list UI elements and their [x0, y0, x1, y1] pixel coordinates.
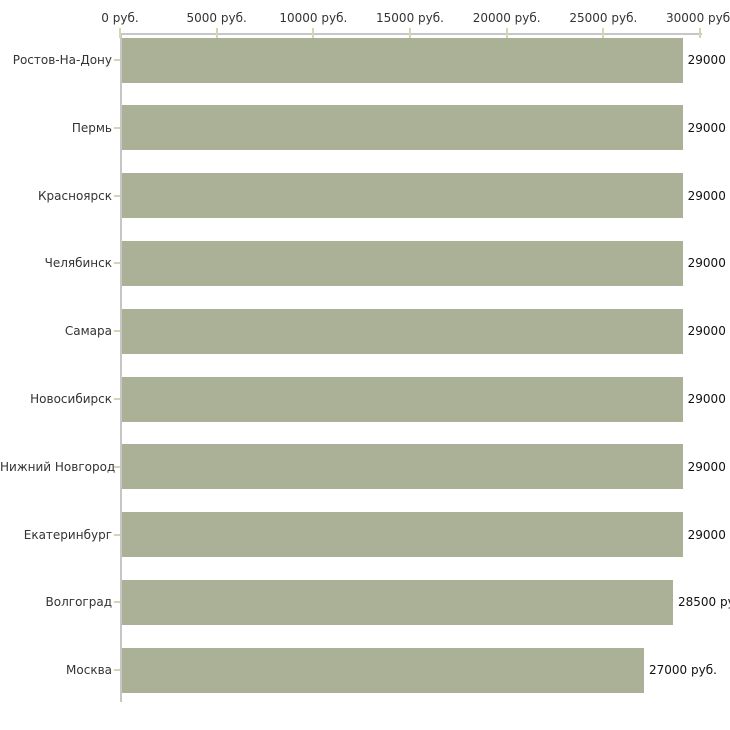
category-label: Самара	[64, 324, 112, 339]
y-tick-mark	[114, 669, 120, 672]
bar	[122, 37, 683, 83]
bar	[122, 444, 683, 490]
category-label: Пермь	[71, 120, 112, 135]
y-tick-mark	[114, 59, 120, 61]
bar	[122, 173, 683, 219]
x-tick-label: 20000 руб.	[472, 11, 541, 25]
value-label: 29000 руб.	[687, 53, 730, 67]
value-label: 27000 руб.	[649, 663, 717, 678]
y-tick-mark	[114, 533, 120, 536]
x-tick-mark	[505, 28, 508, 38]
value-label: 28500 руб.	[678, 595, 730, 610]
bar	[122, 512, 683, 558]
x-tick-mark	[215, 28, 218, 38]
value-label: 29000 руб.	[687, 120, 730, 135]
bar	[122, 308, 683, 354]
category-label: Екатеринбург	[23, 527, 112, 542]
category-label: Ростов-На-Дону	[12, 53, 112, 67]
value-label: 29000 руб.	[687, 324, 730, 339]
value-label: 29000 руб.	[687, 188, 730, 203]
x-tick-mark	[312, 28, 315, 38]
value-label: 29000 руб.	[687, 459, 730, 474]
bar	[122, 579, 673, 625]
x-tick-mark	[699, 28, 701, 38]
x-tick-label: 25000 руб.	[569, 11, 638, 25]
y-tick-mark	[114, 465, 120, 468]
bar	[122, 240, 683, 286]
x-tick-label: 5000 руб.	[186, 11, 247, 25]
y-tick-mark	[114, 262, 120, 265]
value-label: 29000 руб.	[687, 256, 730, 271]
x-tick-mark	[409, 28, 411, 38]
y-tick-mark	[114, 330, 120, 333]
y-tick-mark	[114, 601, 120, 604]
category-label: Красноярск	[38, 188, 112, 203]
x-tick-mark	[602, 28, 605, 38]
category-label: Новосибирск	[30, 392, 112, 406]
category-label: Волгоград	[45, 595, 112, 610]
category-label: Нижний Новгород	[0, 459, 116, 474]
bar	[122, 376, 683, 422]
x-tick-label: 30000 руб.	[666, 11, 730, 25]
bar	[122, 105, 683, 151]
x-tick-label: 10000 руб.	[279, 11, 348, 25]
bar	[122, 647, 644, 693]
category-label: Москва	[66, 663, 112, 678]
value-label: 29000 руб.	[687, 392, 730, 406]
category-label: Челябинск	[44, 256, 112, 271]
value-label: 29000 руб.	[687, 527, 730, 542]
x-tick-label: 15000 руб.	[376, 11, 444, 25]
x-tick-mark	[119, 28, 121, 38]
y-tick-mark	[114, 194, 120, 197]
x-axis-line	[120, 33, 702, 35]
y-axis-line	[120, 33, 122, 702]
y-tick-mark	[114, 126, 120, 129]
x-tick-label: 0 руб.	[101, 11, 139, 25]
y-tick-mark	[114, 398, 120, 400]
